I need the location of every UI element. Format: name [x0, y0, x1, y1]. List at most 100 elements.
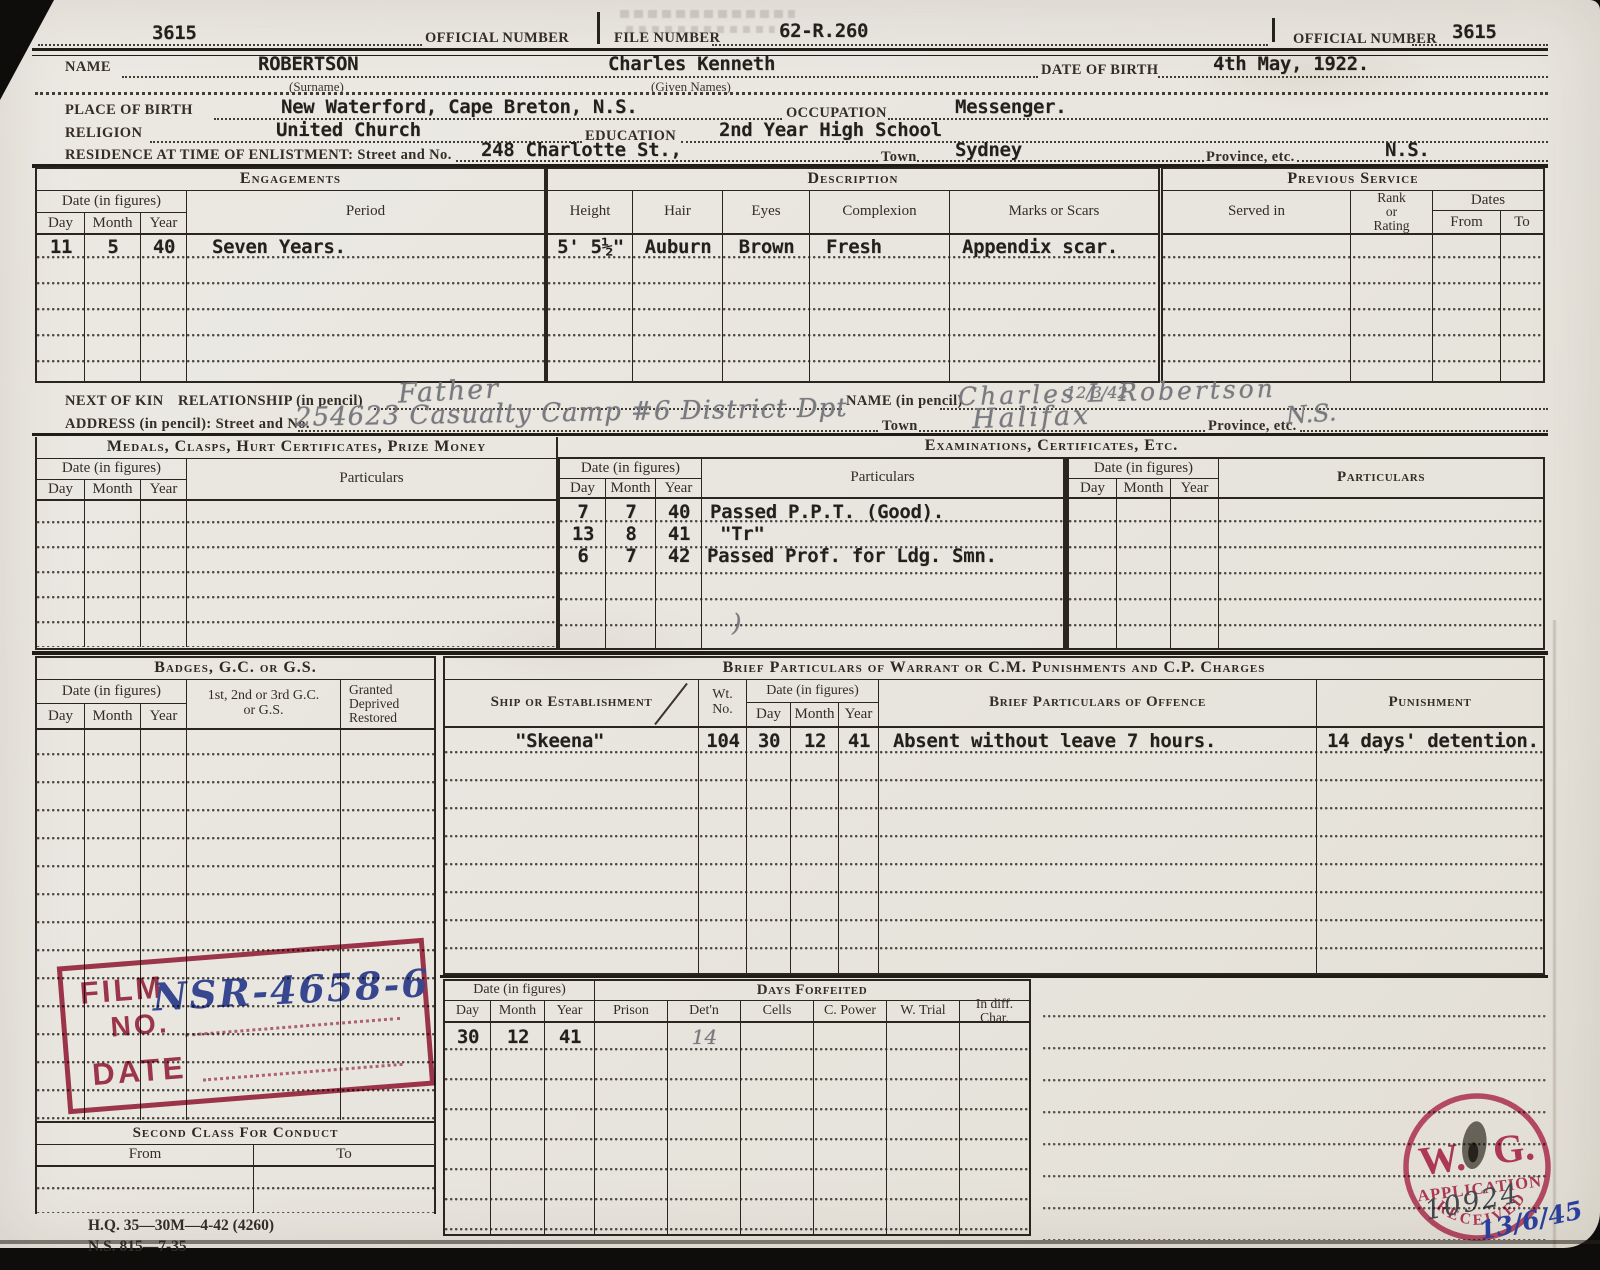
dotted-line — [214, 118, 782, 120]
surname-value: ROBERTSON — [258, 53, 359, 75]
exam2-day-header: Day — [1069, 479, 1117, 497]
engagements-month-header: Month — [85, 213, 141, 233]
residence-town-label: Town — [881, 149, 917, 165]
df-detn-header: Det'n — [668, 1001, 741, 1021]
complexion-value: Fresh — [826, 236, 882, 258]
warrant-day-value: 30 — [757, 730, 781, 752]
df-day-value: 30 — [456, 1026, 480, 1048]
second-class-from-header: From — [37, 1145, 254, 1165]
description-table: Description Height Hair Eyes Complexion … — [546, 167, 1160, 383]
dotted-continuation-lines — [1043, 988, 1548, 1240]
heavy-rule — [32, 164, 1548, 168]
warrant-year-value: 41 — [847, 730, 871, 752]
warrant-punishment-value: 14 days' detention. — [1327, 730, 1539, 752]
residence-town-value: Sydney — [955, 139, 1022, 161]
exam-row-month: 7 — [625, 501, 637, 523]
official-number-left-value: 3615 — [152, 22, 197, 44]
medals-title: Medals, Clasps, Hurt Certificates, Prize… — [37, 437, 556, 459]
df-wtrial-header: W. Trial — [887, 1001, 960, 1021]
exam2-particulars-header: Particulars — [1336, 469, 1426, 486]
exam-row-year: 42 — [667, 545, 691, 567]
file-number-value: 62-R.260 — [779, 20, 869, 42]
badges-year-header: Year — [149, 707, 178, 724]
heavy-rule — [32, 651, 1548, 655]
exam-row-text: Passed Prof. for Ldg. Smn. — [707, 545, 997, 567]
engagement-year: 40 — [152, 236, 176, 258]
warrant-ship-value: "Skeena" — [515, 730, 605, 752]
wg-application-stamp: W. G. APPLICATION RECEIVED 10924 — [1382, 1072, 1571, 1261]
education-label: EDUCATION — [585, 128, 677, 144]
education-value: 2nd Year High School — [719, 119, 942, 141]
medals-particulars-header: Particulars — [339, 470, 404, 487]
form-number-footer: H.Q. 35—30M—4-42 (4260) N.S. 815—7-35 — [88, 1216, 274, 1258]
rank-rating-header: Rank or Rating — [1351, 190, 1433, 233]
divider-tick — [1272, 18, 1275, 42]
place-of-birth-value: New Waterford, Cape Breton, N.S. — [281, 96, 638, 118]
occupation-value: Messenger. — [955, 96, 1067, 118]
df-date-header: Date (in figures) — [445, 981, 595, 1000]
film-stamp-date-word: DATE — [90, 1049, 188, 1093]
faded-stamp-mark — [620, 8, 795, 34]
engagements-period-header: Period — [345, 203, 386, 220]
exam-row-year: 40 — [667, 501, 691, 523]
wt-no-header: Wt. No. — [699, 680, 747, 726]
badges-header: Date (in figures) Day Month Year 1st, 2n… — [37, 680, 434, 730]
engagements-day-header: Day — [37, 213, 85, 233]
df-month-header: Month — [491, 1001, 545, 1021]
second-class-to-header: To — [336, 1146, 352, 1163]
medals-table: Medals, Clasps, Hurt Certificates, Prize… — [35, 437, 558, 650]
date-of-birth-label: DATE OF BIRTH — [1041, 62, 1159, 78]
df-prison-header: Prison — [595, 1001, 668, 1021]
film-number-handwritten: NSR-4658-6 — [151, 960, 431, 1020]
surname-caption: (Surname) — [289, 79, 344, 94]
badges-gc-header: 1st, 2nd or 3rd G.C. or G.S. — [187, 680, 341, 728]
df-title: Days Forfeited — [756, 981, 868, 998]
pencil-paren-mark: ) — [732, 609, 742, 637]
description-body: 5' 5½" Auburn Brown Fresh Appendix scar. — [548, 235, 1158, 382]
wg-letter-g: G. — [1490, 1123, 1536, 1173]
df-body: 30 12 41 14 — [445, 1023, 1029, 1234]
engagement-period: Seven Years. — [212, 236, 346, 258]
dotted-line — [940, 408, 1548, 410]
exam-day-header: Day — [560, 479, 606, 497]
previous-service-table: Previous Service Served in Rank or Ratin… — [1161, 167, 1545, 383]
height-value: 5' 5½" — [557, 236, 624, 258]
official-number-left-label: OFFICIAL NUMBER — [425, 30, 570, 46]
dotted-line — [1300, 430, 1548, 432]
exam-row-month: 7 — [625, 545, 637, 567]
dotted-line — [681, 141, 1548, 143]
badges-day-header: Day — [37, 704, 85, 728]
heavy-rule — [440, 975, 1548, 978]
description-header: Height Hair Eyes Complexion Marks or Sca… — [548, 191, 1158, 235]
examinations-section: Examinations, Certificates, Etc. Date (i… — [558, 437, 1545, 650]
description-title: Description — [548, 169, 1158, 191]
wg-letter-w: W. — [1416, 1134, 1467, 1184]
marks-value: Appendix scar. — [962, 236, 1118, 258]
next-of-kin-label: NEXT OF KIN — [65, 393, 164, 409]
exam-row-month: 8 — [625, 523, 637, 545]
exam2-date-header: Date (in figures) — [1069, 459, 1218, 479]
official-number-right-label: OFFICIAL NUMBER — [1293, 31, 1438, 47]
df-year-header: Year — [545, 1001, 595, 1021]
dotted-line — [919, 430, 1205, 432]
dotted-separator — [35, 92, 1548, 95]
exam-month-header: Month — [606, 479, 656, 497]
place-of-birth-label: PLACE OF BIRTH — [65, 102, 193, 118]
dotted-line — [456, 160, 878, 162]
exam-body: 7 7 40 Passed P.P.T. (Good). 13 8 41 "Tr… — [560, 499, 1063, 648]
warrant-table: Brief Particulars of Warrant or C.M. Pun… — [443, 656, 1545, 975]
hair-header: Hair — [633, 191, 723, 233]
second-class-title: Second Class For Conduct — [37, 1123, 434, 1145]
exam-row-day: 7 — [577, 501, 589, 523]
ship-header: Ship or Establishment — [445, 680, 699, 726]
badges-body — [37, 730, 434, 1120]
medals-month-header: Month — [85, 480, 141, 499]
df-year-value: 41 — [558, 1026, 582, 1048]
exam-date-header: Date (in figures) — [560, 459, 701, 479]
given-names-value: Charles Kenneth — [608, 53, 776, 75]
nok-address-pencil-value: 254623 Casualty Camp #6 District Dpt — [294, 393, 848, 433]
engagement-day: 11 — [49, 236, 73, 258]
dotted-line — [1297, 160, 1548, 162]
warrant-month-value: 12 — [803, 730, 827, 752]
